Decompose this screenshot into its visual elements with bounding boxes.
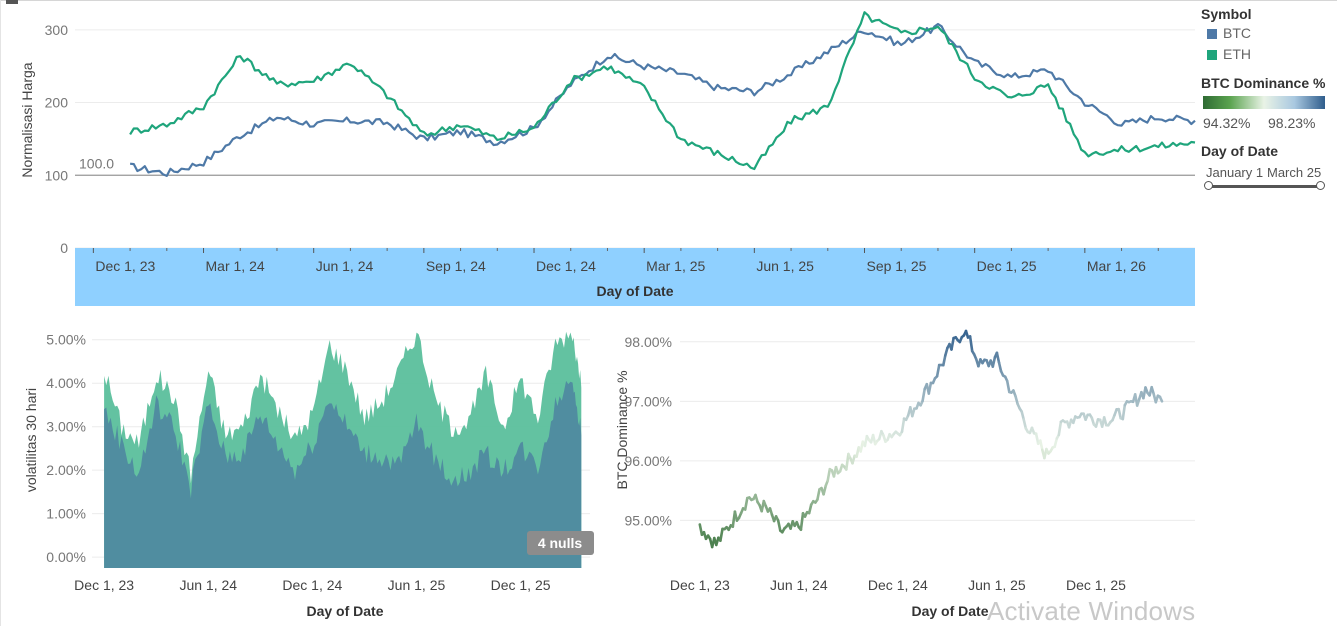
date-end-label: March 25 xyxy=(1267,165,1321,180)
dominance-line-segment-144 xyxy=(997,353,999,363)
dominance-line-segment-157 xyxy=(1024,419,1026,428)
dominance-line-segment-165 xyxy=(1040,441,1042,450)
top-ytick-label-0: 0 xyxy=(60,240,68,256)
symbol-legend-title: Symbol xyxy=(1201,6,1252,22)
btc-legend-swatch xyxy=(1207,29,1217,39)
vol-ytick-label-0: 0.00% xyxy=(46,549,86,565)
dom-xtick-label-1: Jun 1, 24 xyxy=(770,577,828,593)
top-xtick-label-9: Mar 1, 26 xyxy=(1087,258,1146,274)
dom-ytick-label-2: 97.00% xyxy=(625,393,672,409)
top-xtick-label-4: Dec 1, 24 xyxy=(536,258,596,274)
btc-legend-label[interactable]: BTC xyxy=(1223,25,1251,41)
vol-x-axis-title: Day of Date xyxy=(306,603,383,619)
top-xtick-label-6: Jun 1, 25 xyxy=(756,258,814,274)
date-range-slider-track[interactable] xyxy=(1207,185,1320,188)
dominance-line-segment-62 xyxy=(828,469,830,481)
top-xtick-label-7: Sep 1, 25 xyxy=(867,258,927,274)
dom-ytick-label-3: 98.00% xyxy=(625,334,672,350)
dominance-min-label: 94.32% xyxy=(1203,115,1250,131)
dominance-line-segment-108 xyxy=(923,389,925,401)
top-xtick-label-0: Dec 1, 23 xyxy=(95,258,155,274)
dom-ytick-label-1: 96.00% xyxy=(625,453,672,469)
dominance-legend-title: BTC Dominance % xyxy=(1201,75,1325,91)
top-xtick-label-2: Jun 1, 24 xyxy=(316,258,374,274)
dom-xtick-label-2: Dec 1, 24 xyxy=(868,577,928,593)
series-line-btc xyxy=(130,24,1195,176)
dominance-color-gradient xyxy=(1203,96,1325,109)
dom-xtick-label-4: Dec 1, 25 xyxy=(1066,577,1126,593)
vol-xtick-label-4: Dec 1, 25 xyxy=(491,577,551,593)
volatility-chart[interactable]: 0.00% 1.00% 2.00% 3.00% 4.00% 5.00% volatilita… xyxy=(0,310,600,626)
dominance-line-segment-10 xyxy=(720,529,722,541)
dominance-line-segment-205 xyxy=(1123,405,1125,419)
vol-ytick-label-2: 2.00% xyxy=(46,462,86,478)
vol-xtick-label-1: Jun 1, 24 xyxy=(179,577,237,593)
top-ytick-label-1: 100 xyxy=(45,167,69,183)
vol-xtick-label-0: Dec 1, 23 xyxy=(74,577,134,593)
activate-windows-watermark: Activate Windows xyxy=(987,596,1195,627)
vol-y-axis-title: volatilitas 30 hari xyxy=(23,388,39,492)
btc-dominance-chart[interactable]: 95.00% 96.00% 97.00% 98.00% BTC Dominance % D… xyxy=(600,310,1200,626)
legend-panel: Symbol BTC ETH BTC Dominance % 94.32% 98… xyxy=(1195,0,1337,210)
dom-y-axis-title: BTC Dominance % xyxy=(614,370,630,489)
vol-xtick-label-2: Dec 1, 24 xyxy=(282,577,342,593)
top-xtick-label-5: Mar 1, 25 xyxy=(646,258,705,274)
eth-legend-label[interactable]: ETH xyxy=(1223,46,1251,62)
eth-legend-swatch xyxy=(1207,50,1217,60)
dominance-line-segment-223 xyxy=(1160,397,1162,402)
dominance-line-segment-203 xyxy=(1119,409,1121,418)
dominance-max-label: 98.23% xyxy=(1268,115,1315,131)
dominance-line-segment-22 xyxy=(745,498,747,509)
vol-ytick-label-5: 5.00% xyxy=(46,332,86,348)
dominance-line-segment-145 xyxy=(999,363,1001,372)
dom-ytick-label-0: 95.00% xyxy=(625,512,672,528)
vol-ytick-label-1: 1.00% xyxy=(46,506,86,522)
date-range-start-handle[interactable] xyxy=(1204,181,1213,190)
dominance-line-segment-131 xyxy=(970,336,972,351)
dominance-line-segment-142 xyxy=(993,357,995,366)
dom-xtick-label-3: Jun 1, 25 xyxy=(968,577,1026,593)
top-ytick-label-3: 300 xyxy=(45,22,69,38)
top-xtick-label-8: Dec 1, 25 xyxy=(977,258,1037,274)
dominance-line-segment-115 xyxy=(937,365,939,376)
top-xtick-label-3: Sep 1, 24 xyxy=(426,258,486,274)
dominance-line-segment-38 xyxy=(778,521,780,531)
dom-x-axis-title: Day of Date xyxy=(911,603,988,619)
top-x-axis-title: Day of Date xyxy=(596,283,673,299)
vol-ytick-label-4: 4.00% xyxy=(46,375,86,391)
vol-xtick-label-3: Jun 1, 25 xyxy=(388,577,446,593)
top-y-axis-title: Normalisasi Harga xyxy=(19,62,35,177)
dominance-line-segment-98 xyxy=(902,419,904,432)
dominance-line-segment-111 xyxy=(929,383,931,394)
reference-line-label: 100.0 xyxy=(79,155,114,171)
dominance-line-segment-118 xyxy=(943,356,945,366)
vol-ytick-label-3: 3.00% xyxy=(46,419,86,435)
series-line-eth xyxy=(130,12,1195,169)
normalized-price-chart[interactable]: 0 100 200 300 100.0 Normalisasi Harga Dec 1, 2… xyxy=(0,0,1200,310)
date-filter-title: Day of Date xyxy=(1201,143,1278,159)
date-range-end-handle[interactable] xyxy=(1316,181,1325,190)
top-ytick-label-2: 200 xyxy=(45,95,69,111)
dominance-line-segment-49 xyxy=(801,513,803,529)
dominance-line-segment-174 xyxy=(1059,422,1061,435)
nulls-indicator-label: 4 nulls xyxy=(538,535,583,551)
date-start-label: January 1 xyxy=(1206,165,1263,180)
dominance-line-segment-57 xyxy=(817,489,819,499)
dom-xtick-label-0: Dec 1, 23 xyxy=(670,577,730,593)
dominance-line-segment-149 xyxy=(1007,381,1009,392)
dominance-line-segment-122 xyxy=(952,338,954,349)
top-xtick-label-1: Mar 1, 24 xyxy=(206,258,265,274)
